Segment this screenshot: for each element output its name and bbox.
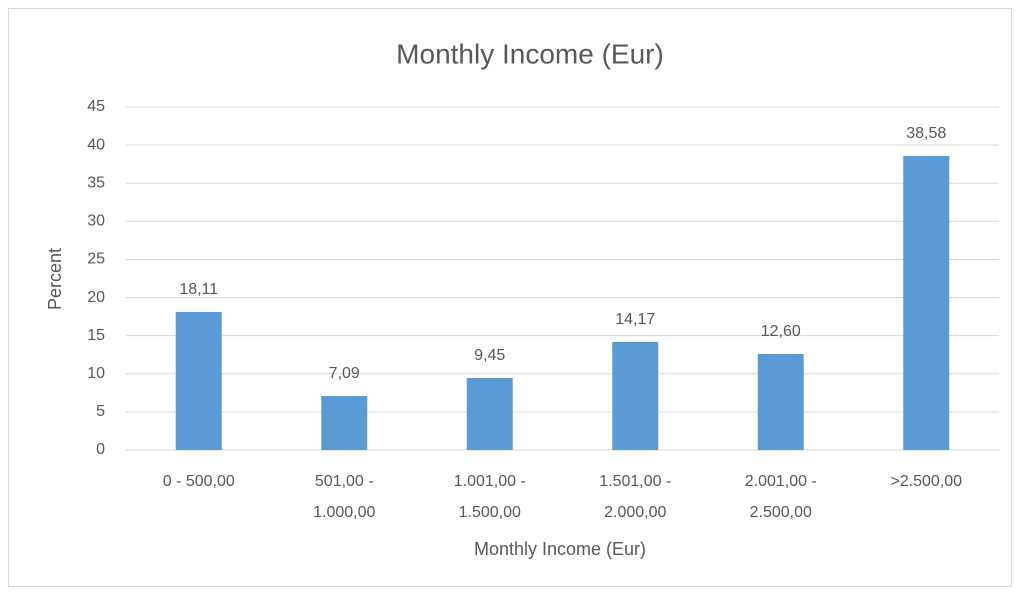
chart-title: Monthly Income (Eur)	[396, 38, 664, 69]
y-tick-label: 25	[87, 251, 105, 268]
x-tick-label: 1.000,00	[313, 504, 375, 521]
x-tick-label: >2.500,00	[890, 473, 962, 490]
y-tick-label: 35	[87, 174, 105, 191]
y-tick-label: 15	[87, 327, 105, 344]
data-label: 14,17	[615, 311, 655, 328]
bar	[321, 395, 368, 450]
y-tick-label: 30	[87, 213, 105, 230]
data-label: 7,09	[329, 365, 360, 382]
data-label: 12,60	[761, 323, 801, 340]
data-label: 9,45	[474, 347, 505, 364]
bar	[175, 311, 222, 450]
x-tick-label: 1.001,00 -	[454, 473, 526, 490]
bar	[466, 377, 513, 450]
x-tick-label: 2.001,00 -	[745, 473, 817, 490]
x-tick-label: 2.500,00	[750, 504, 812, 521]
x-tick-label: 0 - 500,00	[163, 473, 235, 490]
y-tick-label: 45	[87, 98, 105, 115]
y-tick-label: 0	[96, 441, 105, 458]
bar	[903, 155, 950, 450]
y-tick-label: 5	[96, 403, 105, 420]
x-axis-label: Monthly Income (Eur)	[474, 539, 646, 559]
y-tick-label: 10	[87, 365, 105, 382]
y-tick-label: 20	[87, 289, 105, 306]
y-axis-label: Percent	[45, 248, 65, 310]
y-tick-label: 40	[87, 136, 105, 153]
x-tick-label: 1.501,00 -	[599, 473, 671, 490]
x-tick-label: 501,00 -	[315, 473, 374, 490]
x-tick-label: 2.000,00	[604, 504, 666, 521]
bar	[612, 341, 659, 450]
data-label: 18,11	[179, 281, 218, 298]
data-label: 38,58	[906, 125, 946, 142]
x-tick-label: 1.500,00	[459, 504, 521, 521]
bar	[757, 353, 804, 450]
